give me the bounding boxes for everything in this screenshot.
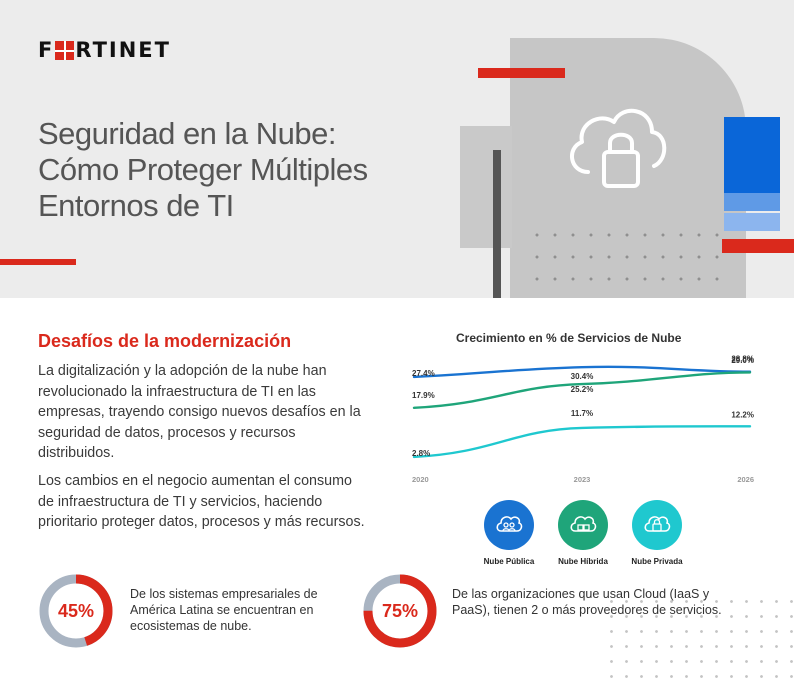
legend-nube-privada: Nube Privada: [617, 500, 697, 566]
stat-value: 75%: [381, 601, 419, 621]
logo-o-icon: [55, 41, 75, 60]
data-label: 25.2%: [571, 385, 594, 394]
page-title: Seguridad en la Nube: Cómo Proteger Múlt…: [38, 116, 458, 224]
data-label: 29.0%: [731, 356, 754, 365]
data-label: 17.9%: [412, 391, 435, 400]
legend-nube-publica: Nube Pública: [469, 500, 549, 566]
stat-donut-45: 45%: [37, 572, 115, 650]
legend-nube-hibrida: Nube Híbrida: [543, 500, 623, 566]
legend-label: Nube Híbrida: [558, 557, 608, 566]
series-line: [412, 365, 752, 379]
decorative-blue-stripe: [724, 213, 780, 231]
data-label: 2.8%: [412, 449, 430, 458]
x-tick-label: 2026: [737, 475, 754, 484]
chart-title: Crecimiento en % de Servicios de Nube: [456, 331, 682, 345]
decorative-red-bar: [0, 259, 76, 265]
stat-description: De los sistemas empresariales de América…: [130, 587, 318, 633]
stat-donut-75: 75%: [361, 572, 439, 650]
title-line: Cómo Proteger Múltiples: [38, 152, 368, 187]
donut-chart: [39, 574, 113, 648]
series-line: [412, 371, 752, 410]
fortinet-logo: F RTINET: [38, 38, 171, 62]
donut-arc: [363, 574, 437, 648]
data-label: 28.8%: [731, 354, 754, 363]
data-label: 27.4%: [412, 369, 435, 378]
data-label: 11.7%: [571, 409, 593, 418]
series-line: [412, 425, 752, 459]
title-line: Entornos de TI: [38, 188, 234, 223]
hybrid-cloud-icon: [558, 500, 608, 550]
decorative-dot-grid: [604, 594, 794, 681]
x-tick-label: 2023: [574, 475, 591, 484]
donut-arc: [39, 574, 113, 648]
decorative-bar: [493, 150, 501, 298]
data-label: 12.2%: [731, 410, 754, 419]
cloud-lock-icon: [570, 108, 667, 188]
intro-paragraph: La digitalización y la adopción de la nu…: [38, 363, 361, 461]
data-label: 30.4%: [571, 372, 594, 381]
decorative-red-bar: [722, 239, 794, 253]
stat-value: 45%: [57, 601, 95, 621]
legend-label: Nube Privada: [631, 557, 683, 566]
hero-banner: F RTINET Seguridad en la Nube: Cómo Prote…: [0, 0, 794, 298]
decorative-block: [460, 126, 512, 248]
line-chart: 27.4% 30.4% 29.0% 17.9% 25.2% 28.8% 2.8% 11.7% 1…: [412, 354, 754, 484]
second-paragraph: Los cambios en el negocio aumentan el co…: [38, 473, 365, 530]
users-cloud-icon: [484, 500, 534, 550]
legend-label: Nube Pública: [483, 557, 535, 566]
x-tick-label: 2020: [412, 475, 429, 484]
section-title: Desafíos de la modernización: [38, 331, 292, 351]
donut-chart: [363, 574, 437, 648]
decorative-red-bar: [478, 68, 565, 78]
decorative-blue-stripe: [724, 193, 780, 211]
decorative-blue-block: [724, 117, 780, 193]
title-line: Seguridad en la Nube:: [38, 116, 337, 151]
private-cloud-lock-icon: [632, 500, 682, 550]
decorative-dot-grid: [528, 224, 728, 298]
